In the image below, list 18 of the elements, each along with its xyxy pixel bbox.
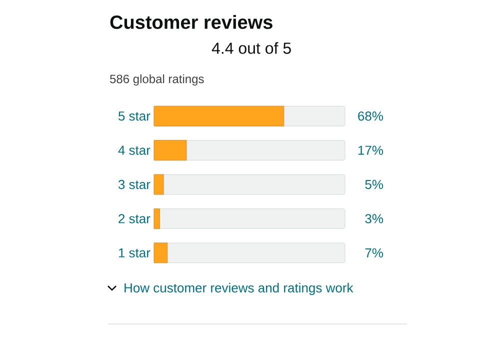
bar: [154, 208, 160, 229]
bar: [154, 174, 164, 195]
chart-title: Customer reviews: [110, 15, 272, 29]
data-label: 17%: [358, 146, 384, 155]
y-tick-label: 3 star: [118, 180, 150, 190]
data-label: 68%: [358, 111, 384, 121]
y-tick-label: 1 star: [118, 248, 150, 258]
chart-subtitle: 4.4 out of 5: [212, 42, 291, 54]
data-label: 3%: [365, 214, 384, 224]
y-tick-label: 2 star: [118, 214, 150, 224]
bar: [154, 140, 187, 160]
data-label: 5%: [365, 180, 384, 190]
y-tick-label: 4 star: [118, 146, 150, 155]
bar: [154, 242, 168, 264]
text: How customer reviews and ratings work: [124, 282, 354, 296]
text: 586 global ratings: [110, 74, 204, 86]
data-label: 7%: [365, 248, 384, 258]
y-tick-label: 5 star: [118, 112, 150, 121]
